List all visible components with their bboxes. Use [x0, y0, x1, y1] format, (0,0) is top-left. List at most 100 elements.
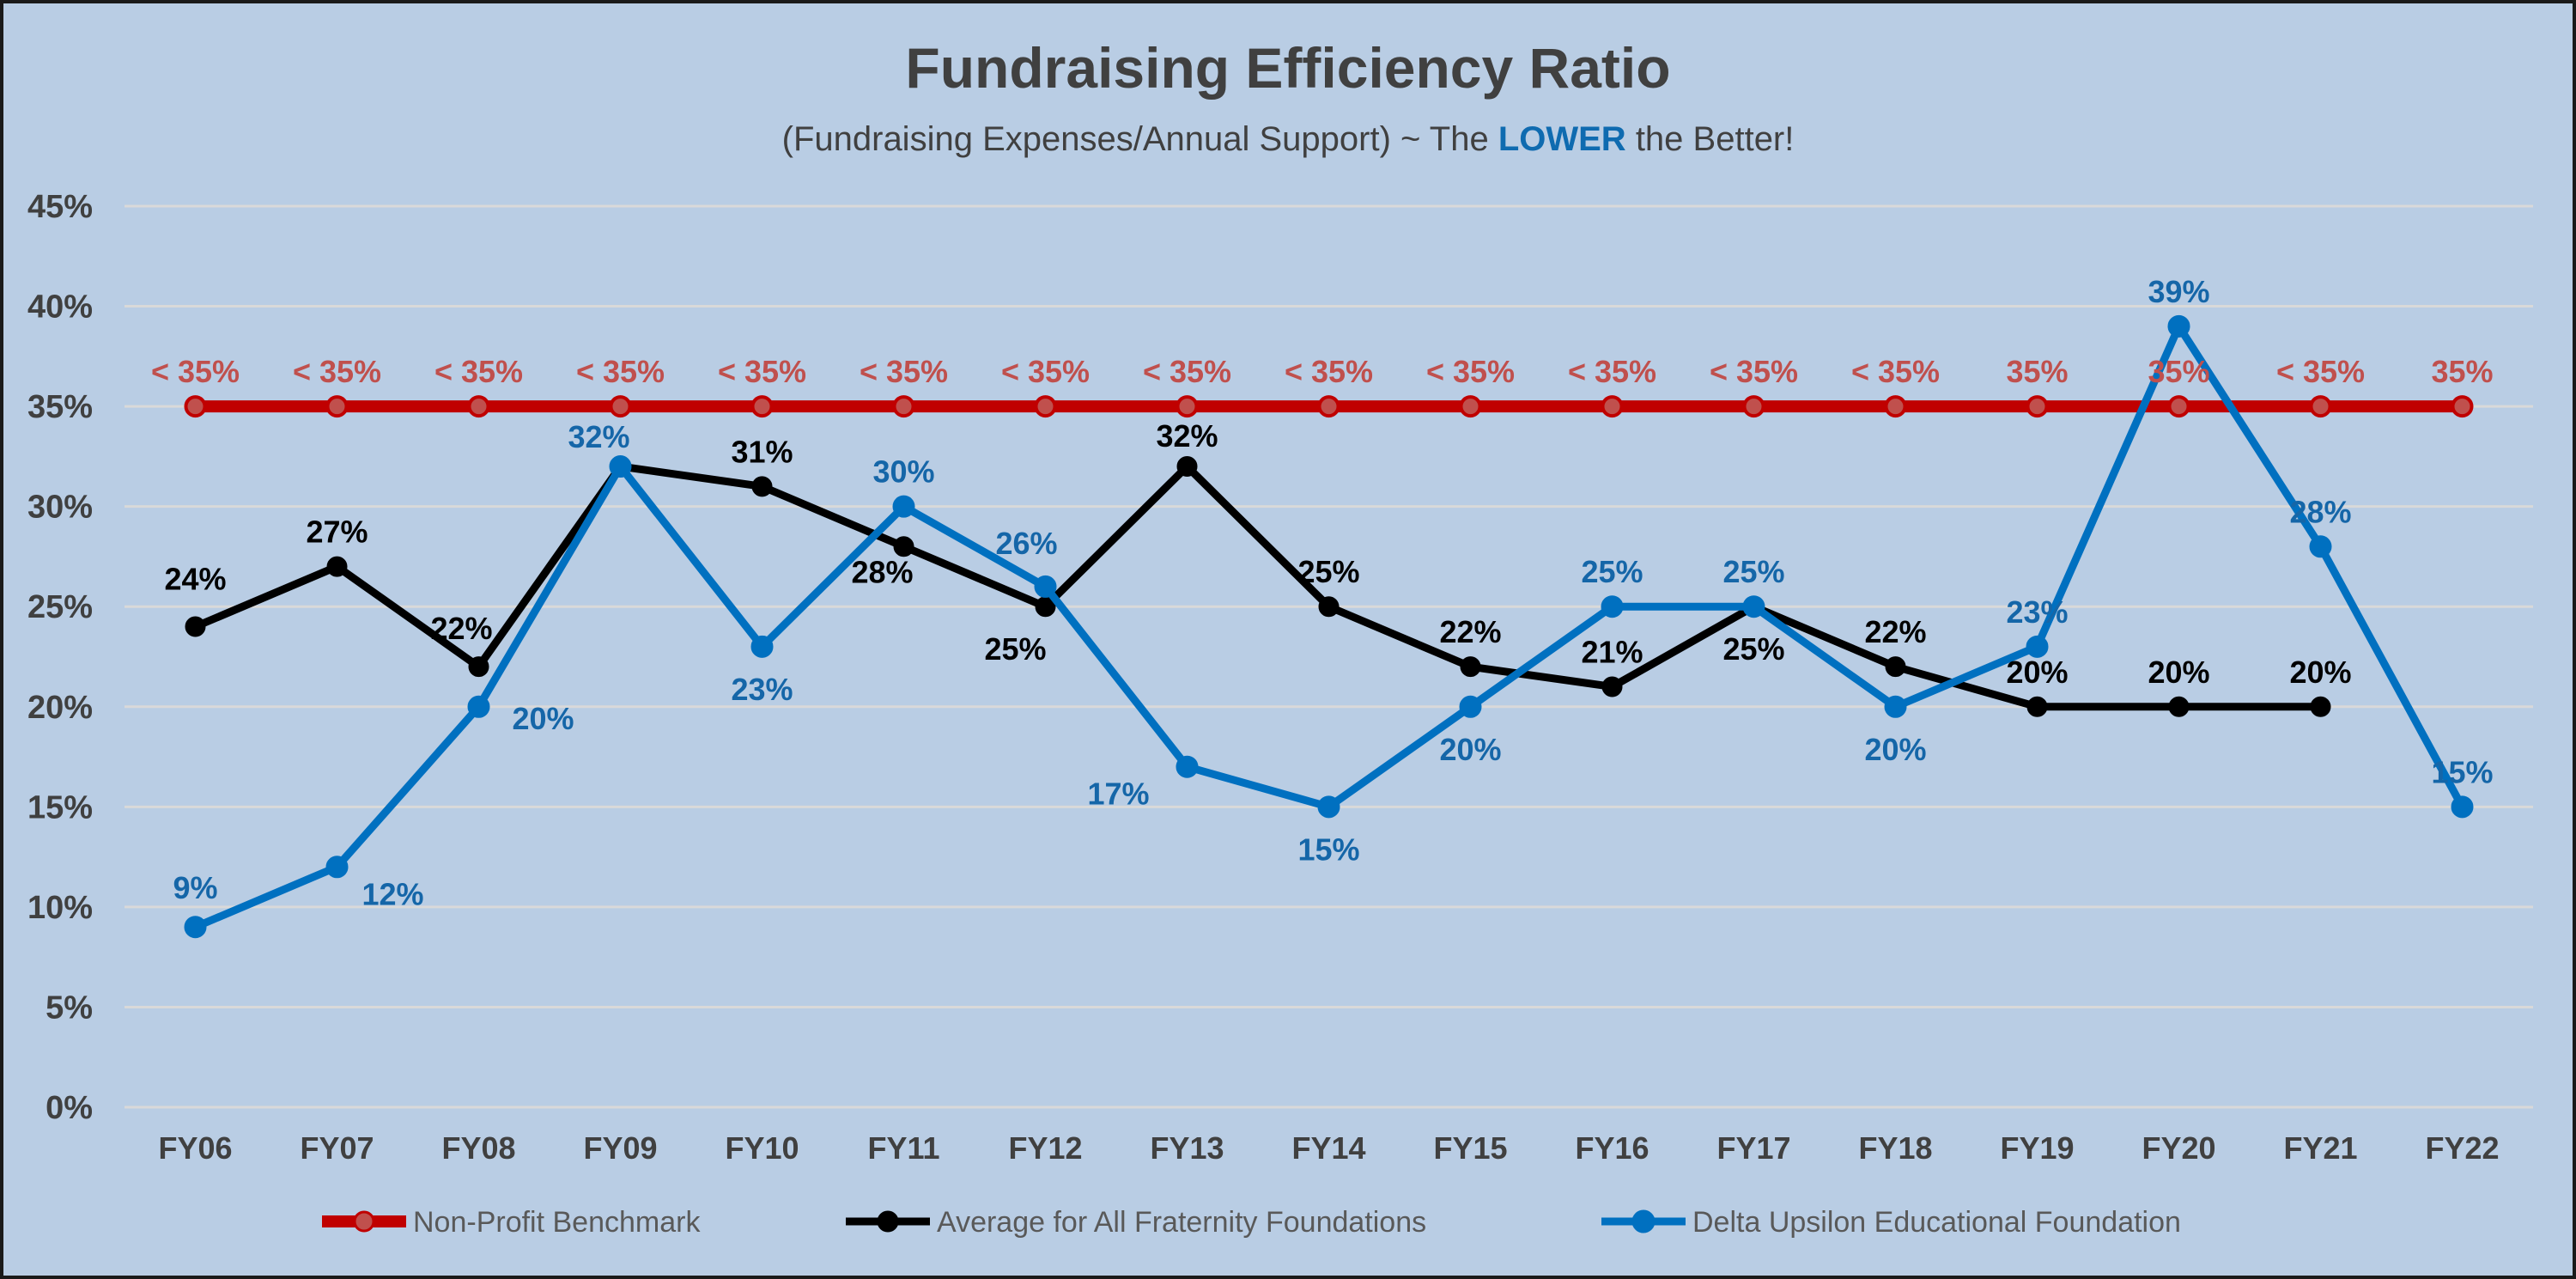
data-label: 20%	[512, 701, 574, 736]
y-axis: 0% 5% 10% 15% 20% 25% 30% 35% 40% 45%	[27, 189, 93, 1126]
data-label: 22%	[1439, 614, 1501, 649]
x-tick-label: FY16	[1575, 1130, 1649, 1166]
data-label: 28%	[851, 554, 913, 589]
data-point-marker	[609, 395, 632, 418]
data-point-marker	[184, 395, 207, 418]
data-label: < 35%	[1710, 354, 1798, 389]
data-label: 35%	[2006, 354, 2068, 389]
data-label: 9%	[173, 870, 217, 905]
data-point-marker	[1459, 395, 1482, 418]
data-point-marker	[750, 395, 774, 418]
x-axis: FY06 FY07 FY08 FY09 FY10 FY11 FY12 FY13 FY14 FY15…	[158, 1130, 2499, 1166]
legend-label: Non-Profit Benchmark	[413, 1206, 701, 1239]
y-tick-label: 25%	[27, 589, 93, 625]
data-label: 28%	[2289, 494, 2351, 529]
y-tick-label: 15%	[27, 789, 93, 825]
data-point-marker	[2309, 395, 2332, 418]
series-line	[193, 462, 2321, 711]
data-label: 20%	[2148, 655, 2209, 690]
data-label: 25%	[1581, 554, 1643, 589]
y-tick-label: 30%	[27, 490, 93, 526]
data-point-marker	[1317, 795, 1340, 819]
data-label: < 35%	[860, 354, 948, 389]
data-point-marker	[2309, 535, 2332, 558]
data-label: 20%	[1439, 732, 1501, 767]
data-label: 22%	[1864, 614, 1926, 649]
x-tick-label: FY15	[1433, 1130, 1507, 1166]
data-label: 15%	[2431, 754, 2493, 789]
data-label: 20%	[1864, 732, 1926, 767]
data-label: 39%	[2148, 274, 2209, 309]
data-label: 20%	[2289, 655, 2351, 690]
x-tick-label: FY22	[2425, 1130, 2499, 1166]
data-point-marker	[2310, 696, 2331, 717]
y-tick-label: 10%	[27, 890, 93, 926]
data-label: < 35%	[1285, 354, 1373, 389]
x-tick-label: FY08	[441, 1130, 515, 1166]
legend-swatch-marker	[353, 1210, 375, 1233]
data-label: 17%	[1087, 777, 1149, 812]
x-tick-label: FY10	[725, 1130, 799, 1166]
data-label: < 35%	[718, 354, 806, 389]
data-point-marker	[1601, 395, 1624, 418]
data-label: 24%	[164, 562, 226, 597]
data-point-marker	[467, 695, 490, 718]
data-point-marker	[893, 536, 914, 557]
x-tick-label: FY18	[1858, 1130, 1932, 1166]
y-tick-label: 40%	[27, 289, 93, 326]
data-point-marker	[751, 476, 773, 497]
data-point-marker	[1459, 695, 1482, 718]
data-point-marker	[1601, 676, 1623, 697]
data-label: 27%	[306, 515, 368, 550]
data-point-marker	[468, 656, 489, 678]
data-label: 32%	[1156, 418, 1218, 454]
data-point-marker	[2167, 314, 2190, 338]
data-label: 35%	[2431, 354, 2493, 389]
data-point-marker	[2167, 395, 2190, 418]
data-point-marker	[1885, 656, 1906, 678]
data-label: 12%	[361, 876, 423, 911]
legend-item: Average for All Fraternity Foundations	[846, 1206, 1426, 1239]
series-group	[184, 314, 2474, 939]
data-point-marker	[2451, 395, 2474, 418]
subtitle-prefix: (Fundraising Expenses/Annual Support) ~ …	[782, 120, 1498, 158]
data-label: 32%	[568, 419, 629, 454]
data-label: < 35%	[1568, 354, 1656, 389]
series-2	[184, 314, 2474, 939]
series-0	[184, 395, 2474, 418]
data-label: < 35%	[576, 354, 665, 389]
data-label: 35%	[2148, 354, 2209, 389]
data-point-marker	[2026, 395, 2049, 418]
x-tick-label: FY06	[158, 1130, 232, 1166]
x-tick-label: FY12	[1008, 1130, 1082, 1166]
data-point-marker	[892, 495, 915, 518]
data-point-marker	[1176, 755, 1199, 778]
data-point-marker	[1034, 575, 1057, 598]
legend: Non-Profit Benchmark Average for All Frat…	[322, 1206, 2181, 1239]
x-tick-label: FY13	[1150, 1130, 1224, 1166]
subtitle-suffix: the Better!	[1626, 120, 1795, 158]
data-point-marker	[2451, 795, 2474, 819]
chart-title: Fundraising Efficiency Ratio	[905, 36, 1670, 100]
data-label: < 35%	[1001, 354, 1090, 389]
y-tick-label: 5%	[46, 990, 93, 1026]
legend-item: Delta Upsilon Educational Foundation	[1601, 1206, 2181, 1239]
legend-label: Average for All Fraternity Foundations	[937, 1206, 1426, 1239]
data-label: 23%	[2006, 594, 2068, 630]
data-label: 26%	[995, 526, 1057, 561]
data-label: 22%	[430, 611, 492, 646]
x-tick-label: FY09	[583, 1130, 657, 1166]
x-tick-label: FY20	[2142, 1130, 2215, 1166]
data-point-marker	[185, 616, 206, 637]
subtitle-emphasis: LOWER	[1498, 120, 1626, 158]
data-point-marker	[1317, 395, 1340, 418]
data-point-marker	[2168, 696, 2190, 717]
data-point-marker	[609, 455, 632, 478]
data-label: < 35%	[1426, 354, 1515, 389]
legend-swatch-marker	[1631, 1209, 1656, 1233]
data-point-marker	[1742, 395, 1765, 418]
data-label: < 35%	[151, 354, 240, 389]
data-point-marker	[2026, 696, 2048, 717]
data-point-marker	[184, 916, 207, 939]
